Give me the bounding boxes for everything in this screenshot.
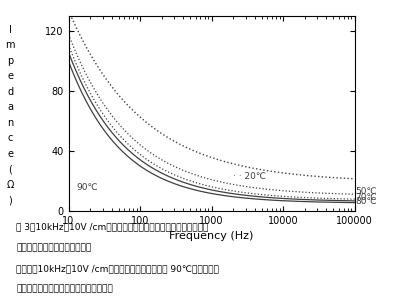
Text: (: ( bbox=[8, 164, 12, 175]
Text: （10kHz、10V /cmで卵白アルブミン溶液を 90℃まで通電加: （10kHz、10V /cmで卵白アルブミン溶液を 90℃まで通電加 bbox=[16, 265, 219, 274]
Text: p: p bbox=[7, 56, 13, 66]
Text: ンゲルのインピーダンス: ンゲルのインピーダンス bbox=[16, 244, 91, 253]
Text: 熱し、得たゲルに対して測定。）: 熱し、得たゲルに対して測定。） bbox=[16, 285, 113, 294]
Text: c: c bbox=[7, 133, 13, 144]
Text: ): ) bbox=[8, 196, 12, 206]
Text: a: a bbox=[7, 102, 13, 112]
Text: Ω: Ω bbox=[6, 180, 14, 190]
Text: · · 20℃: · · 20℃ bbox=[233, 173, 266, 181]
X-axis label: Frequency (Hz): Frequency (Hz) bbox=[169, 231, 254, 241]
Text: 90℃: 90℃ bbox=[77, 183, 98, 192]
Text: n: n bbox=[7, 118, 13, 128]
Text: 70℃: 70℃ bbox=[355, 193, 377, 202]
Text: e: e bbox=[7, 71, 13, 81]
Text: e: e bbox=[7, 149, 13, 159]
Text: I: I bbox=[8, 25, 12, 35]
Text: 図 3　10kHz、10V /cmの通電加熱による各温度での卵白アルブミ: 図 3 10kHz、10V /cmの通電加熱による各温度での卵白アルブミ bbox=[16, 223, 208, 232]
Text: m: m bbox=[5, 40, 15, 50]
Text: 50℃: 50℃ bbox=[355, 187, 377, 196]
Text: d: d bbox=[7, 87, 13, 97]
Text: 80℃: 80℃ bbox=[355, 197, 377, 206]
